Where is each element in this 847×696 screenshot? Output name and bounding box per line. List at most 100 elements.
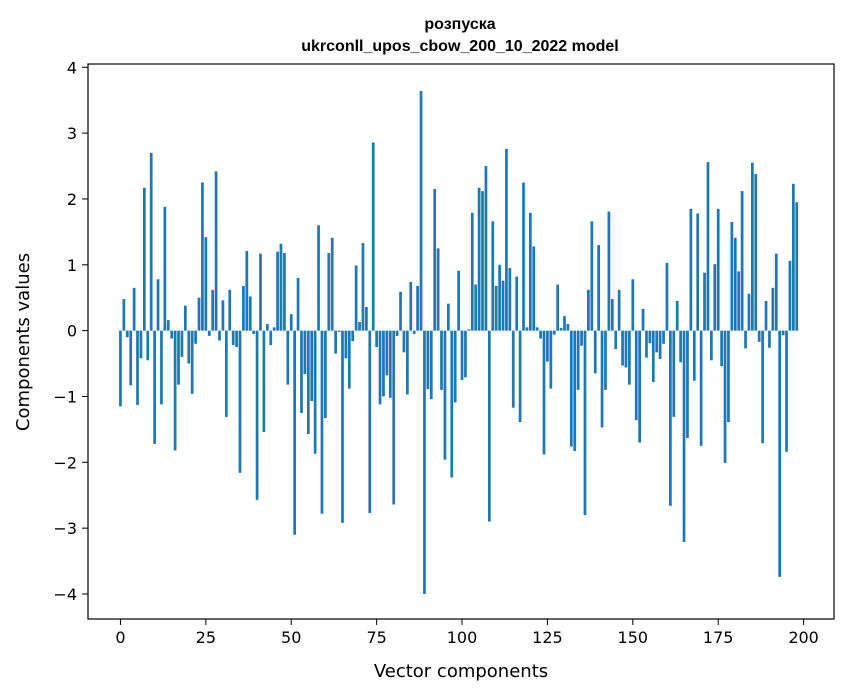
bar [252, 330, 256, 334]
bar [580, 330, 583, 346]
bar [771, 287, 775, 331]
bar [710, 330, 713, 361]
bar [279, 243, 283, 331]
bar [194, 330, 197, 344]
bar [344, 330, 348, 359]
x-tick-label: 150 [618, 628, 649, 647]
bar [723, 330, 727, 463]
bar [129, 330, 133, 386]
bar [768, 330, 771, 348]
bar [542, 330, 546, 455]
bar [692, 330, 696, 381]
bar [214, 171, 218, 331]
bar [231, 330, 235, 346]
bar [265, 324, 269, 331]
bar [433, 189, 437, 331]
bar [248, 296, 252, 331]
bar [125, 330, 129, 338]
bar [330, 237, 334, 331]
bar [447, 303, 450, 331]
bar [361, 243, 365, 331]
bar [733, 237, 737, 331]
bar [337, 330, 341, 332]
bar [228, 289, 232, 331]
bar [146, 330, 150, 361]
bar [317, 225, 320, 331]
bar [436, 248, 440, 331]
bar [713, 264, 717, 331]
x-tick-label: 0 [115, 628, 125, 647]
bar [423, 330, 426, 594]
bar [334, 330, 338, 354]
bar [675, 301, 679, 331]
bar [498, 264, 501, 331]
x-tick-label: 175 [703, 628, 734, 647]
y-axis-label: Components values [13, 253, 34, 431]
bar [788, 260, 792, 331]
bar [365, 306, 368, 331]
x-tick-label: 125 [532, 628, 563, 647]
y-tick-label: 0 [67, 322, 77, 341]
x-tick-label: 100 [447, 628, 478, 647]
y-tick-label: 1 [67, 256, 77, 275]
bar [641, 308, 645, 331]
bar [153, 330, 156, 444]
bar [665, 262, 669, 331]
bar [689, 208, 693, 331]
bar [484, 166, 488, 331]
bar [464, 330, 467, 378]
bar [587, 289, 590, 331]
bar [597, 245, 601, 331]
bar [638, 330, 642, 443]
bar [764, 301, 768, 331]
bar [139, 330, 143, 359]
bar [757, 330, 761, 342]
bar [672, 330, 676, 417]
bar [235, 330, 238, 348]
bar [450, 330, 454, 478]
bar [122, 299, 126, 331]
bar [467, 329, 471, 331]
bar [648, 330, 652, 344]
bar [395, 330, 399, 336]
bar [218, 330, 221, 341]
bar [481, 191, 484, 331]
bar [303, 330, 307, 375]
y-tick-label: −3 [53, 519, 77, 538]
bar [573, 330, 577, 452]
bar [740, 191, 744, 331]
bar [460, 330, 464, 381]
bar [604, 330, 607, 390]
bar [402, 330, 406, 353]
bar [658, 330, 662, 359]
bar [655, 330, 659, 353]
bar [614, 330, 618, 350]
bar [443, 330, 447, 460]
bar [781, 330, 785, 336]
bar [522, 182, 525, 331]
bar [532, 246, 536, 331]
bar [375, 330, 378, 348]
x-tick-label: 75 [366, 628, 386, 647]
bar [494, 285, 498, 331]
bar [368, 330, 372, 514]
bar [392, 330, 396, 505]
bar [774, 253, 778, 331]
bar [262, 330, 266, 433]
bar [385, 330, 389, 376]
chart-title: розпуска [424, 16, 495, 33]
bar [119, 330, 122, 407]
bar-series [119, 90, 799, 594]
bar [453, 330, 457, 403]
bar [173, 330, 177, 451]
bar [327, 252, 331, 331]
bar [703, 272, 706, 331]
bar [487, 330, 491, 522]
bar [201, 182, 204, 331]
bar [160, 330, 163, 405]
bar [440, 330, 443, 390]
bar [778, 330, 782, 577]
bar [412, 330, 416, 334]
bar [399, 291, 402, 331]
chart-subtitle: ukrconll_upos_cbow_200_10_2022 model [301, 38, 618, 55]
